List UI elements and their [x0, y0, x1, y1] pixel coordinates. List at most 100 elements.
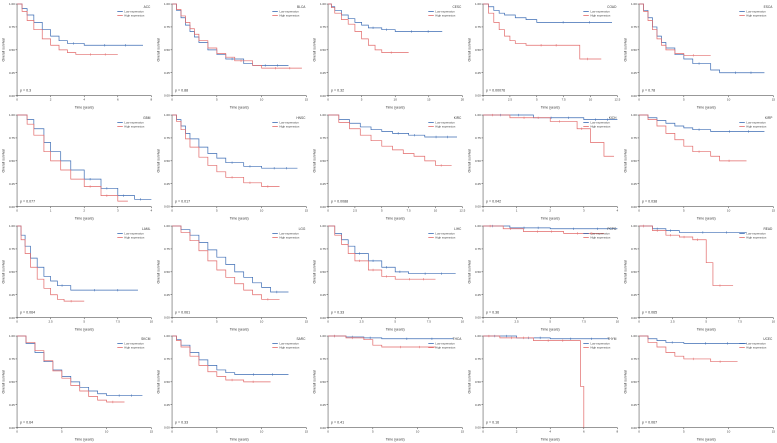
x-tick-label: 0 — [16, 208, 18, 212]
x-tick-label: 5 — [216, 319, 218, 323]
x-tick-label: 10 — [105, 430, 109, 434]
km-plot: 1.00 0.75 0.50 0.25 0.000 2.5 5 7.5 10 12.5 Time (… — [312, 113, 465, 221]
x-tick-label: 12.5 — [615, 98, 621, 102]
km-plot: 1.00 0.75 0.50 0.25 0.000 1 2 3 4 Time (years) Ove… — [468, 113, 619, 221]
panel-label: READ — [763, 227, 773, 231]
km-plot: 1.00 0.75 0.50 0.25 0.000 2 4 6 8 Time (years) Ove… — [468, 334, 619, 442]
legend-label-high: High expression — [591, 14, 611, 18]
x-axis-label: Time (years) — [696, 106, 715, 110]
legend-label-low: Low expression — [591, 120, 611, 124]
legend-label-low: Low expression — [435, 231, 455, 235]
y-tick-label: 0.50 — [9, 48, 15, 52]
curve-high — [172, 114, 280, 187]
x-axis-label: Time (years) — [230, 106, 249, 110]
x-tick-label: 2.5 — [508, 98, 512, 102]
y-tick-label: 0.75 — [320, 136, 326, 140]
km-plot: 1.00 0.75 0.50 0.25 0.000 2.5 5 7.5 10 Time (year… — [468, 224, 620, 332]
panel-label: THCA — [452, 337, 462, 341]
panel-label: UCEC — [763, 337, 773, 341]
legend-label-high: High expression — [124, 235, 144, 239]
x-tick-label: 0 — [327, 208, 329, 212]
x-tick-label: 0 — [638, 98, 640, 102]
y-tick-label: 0.25 — [9, 292, 15, 296]
curve-low — [483, 335, 610, 340]
x-tick-label: 5 — [536, 98, 538, 102]
x-tick-label: 4 — [617, 208, 619, 212]
x-tick-label: 4 — [83, 98, 85, 102]
p-value-label: p = 0.78 — [642, 89, 655, 93]
km-plot: 1.00 0.75 0.50 0.25 0.000 5 10 15 Time (years) Ov… — [623, 2, 775, 110]
curve-low — [483, 114, 618, 120]
y-tick-label: 1.00 — [475, 224, 481, 228]
km-plot: 1.00 0.75 0.50 0.25 0.000 2.5 5 7.5 10 12.5 Time (… — [468, 2, 621, 110]
y-tick-label: 0.50 — [320, 380, 326, 384]
y-tick-label: 0.50 — [320, 159, 326, 163]
legend-label-high: High expression — [280, 346, 300, 350]
y-tick-label: 0.50 — [475, 269, 481, 273]
y-tick-label: 0.75 — [475, 136, 481, 140]
curve-low — [17, 3, 143, 46]
x-tick-label: 5 — [216, 98, 218, 102]
y-tick-label: 0.75 — [164, 25, 170, 29]
x-axis-label: Time (years) — [386, 216, 405, 220]
y-tick-label: 0.25 — [475, 182, 481, 186]
km-plot: 1.00 0.75 0.50 0.25 0.000 5 10 15 Time (years) Ov… — [2, 334, 154, 442]
y-tick-label: 0.50 — [475, 159, 481, 163]
x-tick-label: 10 — [260, 430, 264, 434]
x-tick-label: 10 — [771, 319, 775, 323]
panel-label: LAML — [142, 227, 151, 231]
y-tick-label: 0.75 — [475, 25, 481, 29]
km-panel-blca: 1.00 0.75 0.50 0.25 0.00 0 5 10 15 Time (years) Ov… — [155, 0, 311, 111]
y-tick-label: 1.00 — [475, 2, 481, 6]
km-panel-gbm: 1.00 0.75 0.50 0.25 0.00 0 1 2 3 4 Time (years) Ove… — [0, 110, 156, 222]
curve-low — [172, 3, 289, 66]
x-tick-label: 2.5 — [670, 319, 674, 323]
x-tick-label: 10 — [589, 98, 593, 102]
y-tick-label: 0.75 — [9, 357, 15, 361]
y-tick-label: 0.00 — [320, 426, 326, 430]
x-axis-label: Time (years) — [75, 106, 94, 110]
legend-label-high: High expression — [435, 124, 455, 128]
km-panel-skcm: 1.00 0.75 0.50 0.25 0.00 0 5 10 15 Time (years) Ov… — [0, 332, 156, 443]
y-axis-label: Overall survival — [468, 370, 472, 394]
x-tick-label: 2 — [83, 208, 85, 212]
curve-high — [483, 225, 605, 234]
y-axis-label: Overall survival — [157, 370, 161, 394]
y-tick-label: 0.25 — [9, 71, 15, 75]
x-tick-label: 3 — [117, 208, 119, 212]
x-tick-label: 7.5 — [562, 98, 566, 102]
y-tick-label: 0.75 — [164, 357, 170, 361]
km-plot: 1.00 0.75 0.50 0.25 0.000 2.5 5 7.5 10 Time (year… — [623, 224, 775, 332]
y-tick-label: 0.00 — [164, 315, 170, 319]
legend-label-low: Low expression — [280, 342, 300, 346]
panel-label: COAD — [607, 5, 617, 9]
y-axis-label: Overall survival — [2, 149, 6, 173]
y-tick-label: 0.00 — [631, 94, 637, 98]
x-tick-label: 7.5 — [737, 319, 741, 323]
x-axis-label: Time (years) — [696, 438, 715, 442]
y-tick-label: 0.00 — [320, 94, 326, 98]
x-axis-label: Time (years) — [386, 327, 405, 331]
y-tick-label: 1.00 — [164, 113, 170, 117]
curve-low — [327, 114, 457, 138]
curve-high — [483, 114, 615, 157]
panel-label: KIRP — [765, 116, 772, 120]
x-axis-label: Time (years) — [541, 327, 560, 331]
y-axis-label: Overall survival — [623, 370, 627, 394]
y-axis-label: Overall survival — [312, 370, 316, 394]
x-tick-label: 15 — [305, 98, 309, 102]
x-axis-label: Time (years) — [541, 106, 560, 110]
y-tick-label: 0.25 — [631, 71, 637, 75]
legend-label-high: High expression — [435, 14, 455, 18]
y-tick-label: 0.25 — [320, 403, 326, 407]
legend-label-high: High expression — [591, 124, 611, 128]
y-axis-label: Overall survival — [2, 259, 6, 283]
x-tick-label: 7.5 — [582, 319, 586, 323]
x-tick-label: 8 — [617, 430, 619, 434]
x-tick-label: 10 — [260, 319, 264, 323]
x-tick-label: 5 — [683, 98, 685, 102]
x-tick-label: 2 — [516, 430, 518, 434]
x-tick-label: 1 — [50, 208, 52, 212]
y-tick-label: 0.75 — [475, 247, 481, 251]
y-tick-label: 0.00 — [475, 426, 481, 430]
